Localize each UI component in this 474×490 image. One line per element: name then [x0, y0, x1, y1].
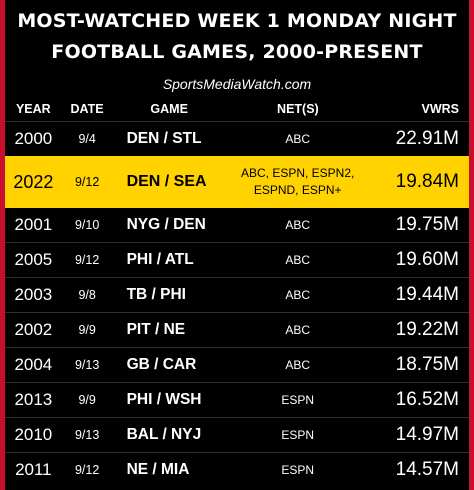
cell-networks-line-1: ABC, ESPN, ESPN2,	[240, 166, 355, 180]
cell-year: 2005	[14, 250, 53, 269]
table-row: 2013 9/9 PHI / WSH ESPN 16.52M	[5, 382, 469, 417]
cell-networks: ABC	[285, 357, 311, 372]
cell-networks: ABC	[285, 217, 311, 232]
cell-viewers: 19.75M	[395, 214, 460, 235]
ratings-card: MOST-WATCHED WEEK 1 MONDAY NIGHT FOOTBAL…	[5, 0, 469, 490]
cell-game: NE / MIA	[126, 461, 190, 478]
table-row: 2005 9/12 PHI / ATL ABC 19.60M	[5, 242, 469, 277]
cell-year: 2022	[13, 171, 54, 192]
title-line-1: MOST-WATCHED WEEK 1 MONDAY NIGHT	[17, 10, 457, 32]
table-row: 2004 9/13 GB / CAR ABC 18.75M	[5, 347, 469, 382]
cell-game: NYG / DEN	[126, 216, 206, 233]
cell-date: 9/13	[74, 358, 100, 372]
table-row: 2001 9/10 NYG / DEN ABC 19.75M	[5, 208, 469, 242]
cell-networks: ABC, ESPN, ESPN2, ESPND, ESPN+	[224, 165, 371, 199]
cell-date: 9/9	[78, 393, 96, 407]
cell-year: 2013	[14, 390, 53, 409]
cell-game: DEN / STL	[126, 130, 202, 147]
cell-viewers: 16.52M	[395, 389, 460, 410]
cell-viewers: 14.97M	[395, 424, 460, 445]
cell-date: 9/12	[74, 175, 100, 189]
cell-year: 2010	[14, 425, 53, 444]
cell-viewers: 19.22M	[395, 319, 460, 340]
cell-viewers: 22.91M	[395, 128, 460, 149]
cell-networks: ESPN	[281, 427, 315, 442]
cell-date: 9/8	[78, 288, 96, 302]
cell-game: BAL / NYJ	[126, 426, 202, 443]
header-game: GAME	[150, 102, 188, 116]
cell-viewers: 18.75M	[395, 354, 460, 375]
cell-networks: ESPN	[281, 392, 315, 407]
cell-date: 9/4	[78, 132, 96, 146]
table-row-highlighted: 2022 9/12 DEN / SEA ABC, ESPN, ESPN2, ES…	[5, 156, 469, 208]
page-title: MOST-WATCHED WEEK 1 MONDAY NIGHT FOOTBAL…	[5, 0, 469, 68]
cell-viewers: 19.44M	[395, 284, 460, 305]
table-row: 2003 9/8 TB / PHI ABC 19.44M	[5, 277, 469, 312]
table-header: YEAR DATE GAME NET(S) VWRS	[5, 97, 469, 121]
cell-networks: ABC	[285, 322, 311, 337]
cell-viewers: 19.84M	[395, 171, 460, 192]
cell-viewers: 19.60M	[395, 249, 460, 270]
cell-date: 9/13	[74, 428, 100, 442]
cell-date: 9/10	[74, 218, 100, 232]
cell-game: PIT / NE	[126, 321, 186, 338]
cell-year: 2011	[15, 460, 52, 479]
header-year: YEAR	[15, 102, 51, 116]
cell-date: 9/12	[74, 463, 100, 477]
header-viewers: VWRS	[421, 102, 460, 116]
cell-year: 2000	[14, 129, 53, 148]
source-credit: SportsMediaWatch.com	[162, 76, 312, 92]
cell-date: 9/9	[78, 323, 96, 337]
table-row: 2000 9/4 DEN / STL ABC 22.91M	[5, 121, 469, 156]
cell-game: PHI / WSH	[126, 391, 202, 408]
cell-networks: ABC	[285, 252, 311, 267]
cell-networks: ABC	[285, 131, 311, 146]
cell-year: 2002	[14, 320, 53, 339]
cell-networks: ESPN	[281, 462, 315, 477]
cell-networks-line-2: ESPND, ESPN+	[253, 183, 342, 197]
cell-game: GB / CAR	[126, 356, 197, 373]
cell-game: DEN / SEA	[126, 173, 207, 190]
table-row: 2010 9/13 BAL / NYJ ESPN 14.97M	[5, 417, 469, 452]
cell-year: 2003	[14, 285, 53, 304]
cell-date: 9/12	[74, 253, 100, 267]
cell-networks: ABC	[285, 287, 311, 302]
cell-year: 2004	[14, 355, 53, 374]
cell-game: TB / PHI	[126, 286, 186, 303]
cell-year: 2001	[14, 215, 53, 234]
table-row: 2002 9/9 PIT / NE ABC 19.22M	[5, 312, 469, 347]
cell-viewers: 14.57M	[395, 459, 460, 480]
header-networks: NET(S)	[277, 101, 319, 116]
title-line-2: FOOTBALL GAMES, 2000-PRESENT	[51, 41, 423, 63]
table-row: 2011 9/12 NE / MIA ESPN 14.57M	[5, 452, 469, 487]
header-date: DATE	[70, 102, 104, 116]
cell-game: PHI / ATL	[126, 251, 194, 268]
